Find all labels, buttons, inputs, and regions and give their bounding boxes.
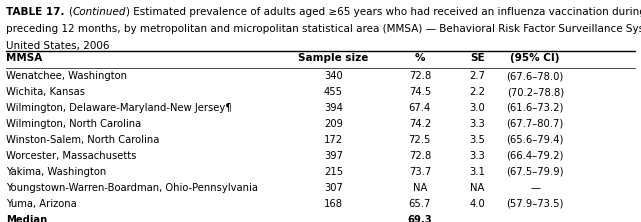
Text: 72.5: 72.5 (409, 135, 431, 145)
Text: SE: SE (470, 53, 485, 63)
Text: 67.4: 67.4 (409, 103, 431, 113)
Text: (65.6–79.4): (65.6–79.4) (506, 135, 564, 145)
Text: 394: 394 (324, 103, 343, 113)
Text: Median: Median (6, 215, 47, 222)
Text: Youngstown-Warren-Boardman, Ohio-Pennsylvania: Youngstown-Warren-Boardman, Ohio-Pennsyl… (6, 183, 258, 193)
Text: Yuma, Arizona: Yuma, Arizona (6, 199, 77, 209)
Text: 168: 168 (324, 199, 343, 209)
Text: 73.7: 73.7 (409, 167, 431, 177)
Text: 2.2: 2.2 (470, 87, 485, 97)
Text: Continued: Continued (72, 7, 126, 17)
Text: 3.0: 3.0 (470, 103, 485, 113)
Text: Winston-Salem, North Carolina: Winston-Salem, North Carolina (6, 135, 160, 145)
Text: (67.6–78.0): (67.6–78.0) (506, 71, 564, 81)
Text: (95% CI): (95% CI) (510, 53, 560, 63)
Text: 3.1: 3.1 (470, 167, 485, 177)
Text: 69.3: 69.3 (408, 215, 432, 222)
Text: 340: 340 (324, 71, 343, 81)
Text: %: % (415, 53, 425, 63)
Text: NA: NA (470, 183, 485, 193)
Text: MMSA: MMSA (6, 53, 43, 63)
Text: 307: 307 (324, 183, 343, 193)
Text: United States, 2006: United States, 2006 (6, 41, 110, 51)
Text: (67.5–79.9): (67.5–79.9) (506, 167, 564, 177)
Text: Wenatchee, Washington: Wenatchee, Washington (6, 71, 128, 81)
Text: (67.7–80.7): (67.7–80.7) (506, 119, 564, 129)
Text: 455: 455 (324, 87, 343, 97)
Text: Sample size: Sample size (298, 53, 369, 63)
Text: Worcester, Massachusetts: Worcester, Massachusetts (6, 151, 137, 161)
Text: Wichita, Kansas: Wichita, Kansas (6, 87, 85, 97)
Text: 3.5: 3.5 (470, 135, 485, 145)
Text: (61.6–73.2): (61.6–73.2) (506, 103, 564, 113)
Text: preceding 12 months, by metropolitan and micropolitan statistical area (MMSA) — : preceding 12 months, by metropolitan and… (6, 24, 641, 34)
Text: (: ( (69, 7, 72, 17)
Text: 74.2: 74.2 (409, 119, 431, 129)
Text: 4.0: 4.0 (470, 199, 485, 209)
Text: NA: NA (413, 183, 427, 193)
Text: 72.8: 72.8 (409, 151, 431, 161)
Text: —: — (530, 183, 540, 193)
Text: 72.8: 72.8 (409, 71, 431, 81)
Text: 3.3: 3.3 (470, 151, 485, 161)
Text: (66.4–79.2): (66.4–79.2) (506, 151, 564, 161)
Text: TABLE 17.: TABLE 17. (6, 7, 69, 17)
Text: 74.5: 74.5 (409, 87, 431, 97)
Text: 397: 397 (324, 151, 343, 161)
Text: 2.7: 2.7 (470, 71, 485, 81)
Text: (57.9–73.5): (57.9–73.5) (506, 199, 564, 209)
Text: Yakima, Washington: Yakima, Washington (6, 167, 106, 177)
Text: 215: 215 (324, 167, 343, 177)
Text: Wilmington, Delaware-Maryland-New Jersey¶: Wilmington, Delaware-Maryland-New Jersey… (6, 103, 232, 113)
Text: 65.7: 65.7 (409, 199, 431, 209)
Text: Wilmington, North Carolina: Wilmington, North Carolina (6, 119, 142, 129)
Text: 3.3: 3.3 (470, 119, 485, 129)
Text: 172: 172 (324, 135, 343, 145)
Text: 209: 209 (324, 119, 343, 129)
Text: (70.2–78.8): (70.2–78.8) (506, 87, 564, 97)
Text: ) Estimated prevalence of adults aged ≥65 years who had received an influenza va: ) Estimated prevalence of adults aged ≥6… (126, 7, 641, 17)
